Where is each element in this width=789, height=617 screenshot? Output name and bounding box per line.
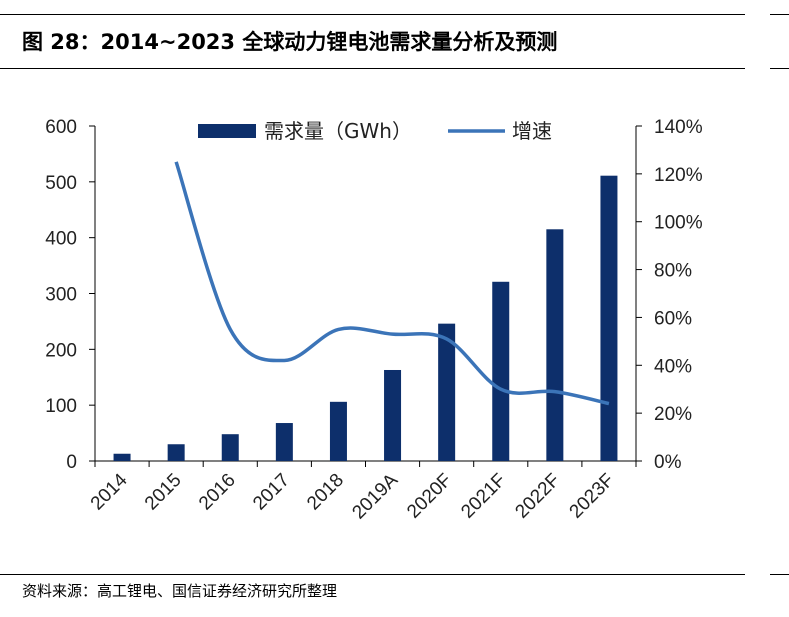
left-tick-label: 600 [45, 117, 77, 138]
x-tick-label: 2016 [195, 470, 240, 515]
x-tick-label: 2021F [457, 470, 510, 523]
bar-demand [113, 453, 131, 461]
title-rule [0, 68, 745, 69]
legend-swatch-bar [198, 124, 256, 138]
x-tick-label: 2023F [566, 470, 619, 523]
top-rule-right [770, 14, 789, 15]
left-tick-label: 500 [45, 173, 77, 194]
x-tick-label: 2022F [511, 470, 564, 523]
top-rule [0, 14, 745, 15]
left-tick-label: 0 [66, 452, 77, 473]
right-tick-label: 40% [654, 356, 692, 377]
bar-demand [275, 423, 293, 461]
x-tick-label: 2017 [249, 470, 294, 515]
bottom-rule-right [770, 574, 789, 575]
right-tick-label: 0% [654, 452, 682, 473]
left-tick-label: 100 [45, 396, 77, 417]
x-tick-label: 2015 [141, 470, 186, 515]
x-tick-label: 2014 [87, 469, 132, 514]
source-note: 资料来源：高工锂电、国信证券经济研究所整理 [22, 582, 338, 600]
legend-label-bar: 需求量（GWh） [264, 119, 412, 143]
bar-demand [167, 444, 185, 461]
left-tick-label: 300 [45, 285, 77, 306]
left-tick-label: 400 [45, 229, 77, 250]
x-tick-label: 2019A [348, 469, 402, 523]
x-tick-label: 2018 [303, 470, 348, 515]
right-tick-label: 60% [654, 308, 692, 329]
right-tick-label: 80% [654, 261, 692, 282]
bar-demand [546, 229, 564, 461]
right-tick-label: 140% [654, 117, 703, 138]
bar-demand [329, 401, 347, 461]
right-tick-label: 120% [654, 165, 703, 186]
figure-title: 图 28：2014~2023 全球动力锂电池需求量分析及预测 [22, 30, 558, 54]
bar-demand [438, 323, 456, 461]
x-tick-label: 2020F [403, 470, 456, 523]
right-tick-label: 100% [654, 213, 703, 234]
bar-demand [600, 175, 618, 462]
bar-demand [384, 369, 402, 461]
legend-label-line: 增速 [512, 119, 552, 143]
left-tick-label: 200 [45, 340, 77, 361]
title-rule-right [770, 68, 789, 69]
line-growth-rate [174, 161, 610, 406]
right-tick-label: 20% [654, 404, 692, 425]
bar-demand [221, 434, 239, 461]
bottom-rule [0, 574, 745, 575]
bar-demand [492, 281, 510, 461]
